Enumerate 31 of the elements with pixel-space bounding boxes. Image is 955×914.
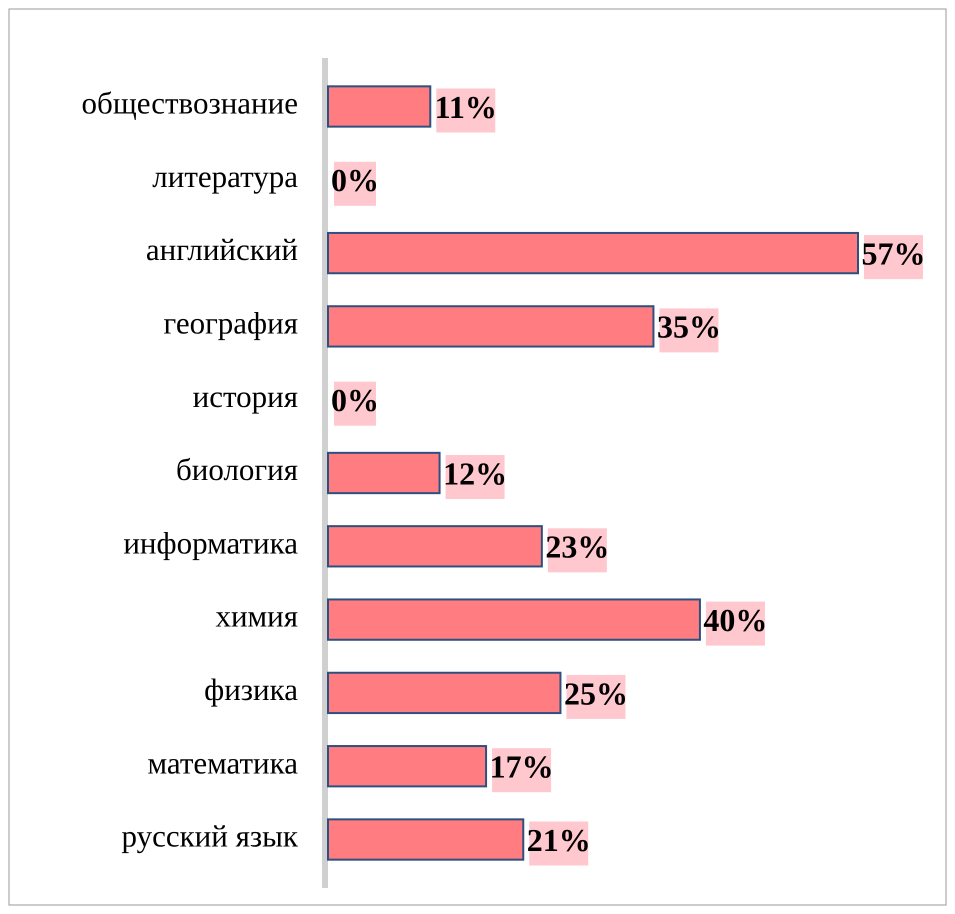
data-label: 11% xyxy=(434,88,497,125)
data-label: 17% xyxy=(490,748,554,785)
bar xyxy=(327,598,701,641)
y-tick-label: русский язык xyxy=(122,818,299,854)
y-tick-label: математика xyxy=(147,745,298,780)
y-tick-label: история xyxy=(192,378,298,414)
y-tick-label: литература xyxy=(152,158,298,194)
data-label: 21% xyxy=(526,822,591,858)
bar xyxy=(327,85,432,128)
data-label: 0% xyxy=(331,162,379,198)
y-tick-label: химия xyxy=(215,598,298,634)
data-label: 23% xyxy=(545,528,610,565)
y-tick-label: география xyxy=(164,306,298,341)
bar xyxy=(327,745,488,788)
data-label: 35% xyxy=(656,308,721,345)
data-label: 25% xyxy=(564,675,628,712)
bar xyxy=(327,672,562,714)
data-label: 12% xyxy=(443,455,508,492)
bar xyxy=(327,525,543,568)
y-tick-label: физика xyxy=(204,672,298,708)
bar xyxy=(327,305,654,348)
bar xyxy=(327,452,441,494)
y-tick-label: биология xyxy=(176,452,298,488)
data-label: 40% xyxy=(703,602,768,638)
data-label: 0% xyxy=(331,382,379,418)
y-tick-label: английский xyxy=(146,232,298,268)
y-tick-label: информатика xyxy=(123,525,298,560)
bar xyxy=(327,232,859,274)
bar xyxy=(327,818,524,861)
y-tick-label: обществознание xyxy=(82,86,298,121)
data-label: 57% xyxy=(862,235,926,272)
